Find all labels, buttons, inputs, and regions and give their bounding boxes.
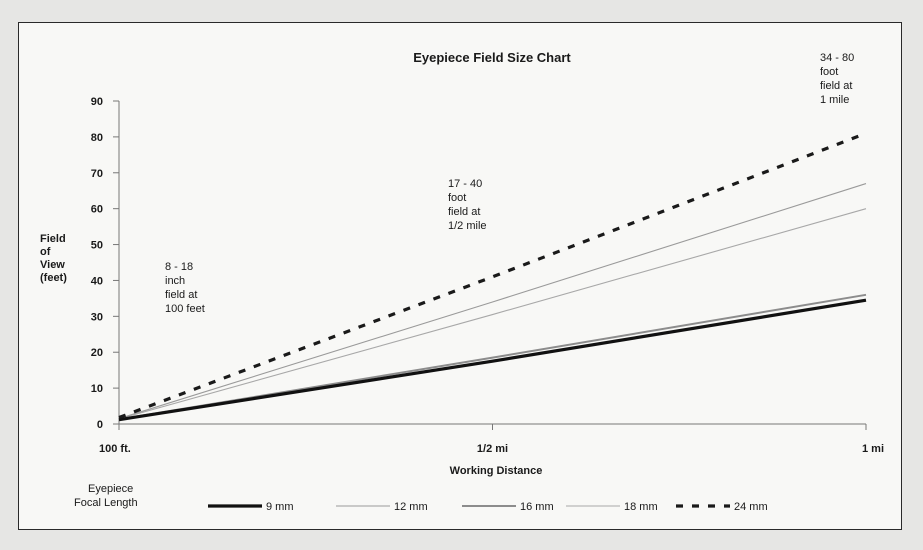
y-tick-label: 0 bbox=[97, 419, 103, 431]
annotation-text: 34 - 80 bbox=[820, 52, 854, 64]
legend-label: 24 mm bbox=[734, 501, 768, 513]
annotation-text: field at bbox=[165, 289, 197, 301]
y-tick-label: 50 bbox=[91, 240, 103, 252]
y-tick-label: 60 bbox=[91, 204, 103, 216]
x-ticks: 100 ft. 1/2 mi 1 mi bbox=[99, 424, 884, 455]
y-axis-label-line: (feet) bbox=[40, 272, 67, 284]
chart-frame bbox=[18, 22, 902, 530]
x-tick-label: 1/2 mi bbox=[477, 443, 508, 455]
x-axis-label: Working Distance bbox=[450, 465, 543, 477]
y-axis-label-line: View bbox=[40, 259, 65, 271]
series-line-9-mm bbox=[118, 298, 867, 422]
x-tick-label: 1 mi bbox=[862, 443, 884, 455]
annotation-text: field at bbox=[448, 206, 480, 218]
y-tick-label: 10 bbox=[91, 383, 103, 395]
annotation-text: 1/2 mile bbox=[448, 220, 487, 232]
series-line-24-mm bbox=[118, 131, 867, 420]
y-axis-label-line: Field bbox=[40, 233, 66, 245]
annotation-text: foot bbox=[820, 66, 838, 78]
legend-label: 18 mm bbox=[624, 501, 658, 513]
annotation-text: 1 mile bbox=[820, 94, 849, 106]
legend-label: 9 mm bbox=[266, 501, 294, 513]
y-tick-label: 40 bbox=[91, 275, 103, 287]
y-tick-label: 90 bbox=[91, 96, 103, 108]
annotation-text: 100 feet bbox=[165, 303, 205, 315]
annotation-text: 8 - 18 bbox=[165, 261, 193, 273]
annotation-text: field at bbox=[820, 80, 852, 92]
annotation-text: 17 - 40 bbox=[448, 178, 482, 190]
series-line-12-mm bbox=[118, 183, 867, 420]
annotations: 8 - 18 inch field at 100 feet 17 - 40 foot fie… bbox=[165, 52, 854, 315]
series-line-18-mm bbox=[118, 208, 867, 420]
y-tick-label: 80 bbox=[91, 132, 103, 144]
x-tick-label: 100 ft. bbox=[99, 443, 131, 455]
annotation-text: foot bbox=[448, 192, 466, 204]
legend-label: 16 mm bbox=[520, 501, 554, 513]
y-tick-label: 70 bbox=[91, 168, 103, 180]
y-ticks: 0 10 20 30 40 50 60 70 80 90 bbox=[91, 96, 119, 431]
y-axis-label-line: of bbox=[40, 246, 51, 258]
annotation-text: inch bbox=[165, 275, 185, 287]
legend-title-line: Eyepiece bbox=[88, 483, 133, 495]
legend-title-line: Focal Length bbox=[74, 497, 138, 509]
series-lines bbox=[118, 131, 867, 422]
legend-label: 12 mm bbox=[394, 501, 428, 513]
legend-title: Eyepiece Focal Length bbox=[74, 483, 138, 509]
chart-title: Eyepiece Field Size Chart bbox=[413, 50, 571, 65]
y-tick-label: 30 bbox=[91, 311, 103, 323]
y-tick-label: 20 bbox=[91, 347, 103, 359]
legend: 9 mm 12 mm 16 mm 18 mm 24 mm bbox=[208, 501, 768, 513]
